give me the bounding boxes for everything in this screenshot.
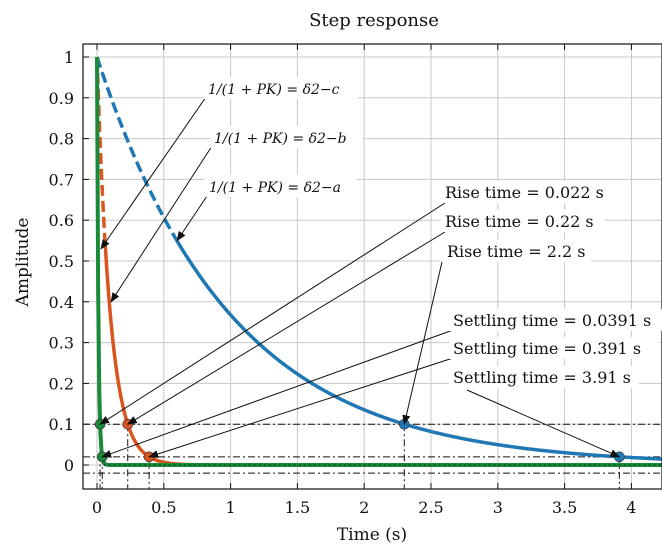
rise-time-labels: Rise time = 0.022 s Rise time = 0.22 s R… (441, 181, 613, 262)
rise-time-label-c: Rise time = 0.022 s (445, 183, 604, 202)
y-tick-label: 0.4 (49, 293, 74, 312)
sensitivity-label-a: 1/(1 + PK) = δ2−a (209, 180, 341, 196)
rise-time-label-a: Rise time = 2.2 s (447, 242, 585, 261)
annotation-arrow (126, 231, 446, 425)
annotation-arrows (99, 96, 621, 458)
x-tick-label: 3 (493, 498, 503, 517)
annotation-arrow (148, 357, 454, 458)
series-lines (95, 56, 662, 467)
x-tick-label: 2.5 (418, 498, 443, 517)
x-tick-label: 2 (359, 498, 369, 517)
series-line (175, 240, 662, 461)
annotation-arrow (176, 195, 208, 242)
y-tick-label: 0.6 (49, 211, 74, 230)
series-line-dashed (95, 56, 179, 242)
y-tick-label: 0 (64, 456, 74, 475)
annotation-arrow (99, 202, 446, 425)
x-tick-label: 1 (226, 498, 236, 517)
x-tick-label: 3.5 (552, 498, 577, 517)
y-tick-label: 0.2 (49, 374, 74, 393)
x-axis-label: Time (s) (337, 525, 407, 545)
sensitivity-label-b: 1/(1 + PK) = δ2−b (214, 131, 347, 147)
y-tick-label: 0.5 (49, 252, 74, 271)
y-tick-label: 0.1 (49, 415, 74, 434)
x-tick-label: 0.5 (151, 498, 176, 517)
x-tick-label: 4 (626, 498, 636, 517)
settling-time-label-a: Settling time = 3.91 s (453, 368, 631, 387)
sensitivity-labels: 1/(1 + PK) = δ2−c 1/(1 + PK) = δ2−b 1/(1… (204, 77, 362, 197)
y-axis-label: Amplitude (13, 218, 33, 308)
y-tick-label: 0.9 (49, 89, 74, 108)
sensitivity-label-c: 1/(1 + PK) = δ2−c (208, 82, 340, 98)
chart-title: Step response (309, 10, 439, 31)
y-tick-label: 1 (64, 48, 74, 67)
rise-time-label-b: Rise time = 0.22 s (445, 212, 594, 231)
annotation-arrow (110, 145, 213, 303)
settling-time-label-c: Settling time = 0.0391 s (453, 311, 651, 330)
y-tick-label: 0.8 (49, 130, 74, 149)
x-tick-label: 0 (92, 498, 102, 517)
settling-time-label-b: Settling time = 0.391 s (453, 339, 641, 358)
annotation-arrow (466, 389, 621, 458)
plot-frame (82, 43, 662, 490)
settling-time-labels: Settling time = 0.0391 s Settling time =… (449, 309, 662, 388)
annotation-arrow (402, 261, 443, 426)
annotation-arrow (100, 96, 207, 250)
x-tick-label: 1.5 (285, 498, 310, 517)
annotation-arrow (101, 329, 454, 458)
y-tick-label: 0.7 (49, 170, 74, 189)
axis-ticks: 0 0.5 1 1.5 2 2.5 3 3.5 4 0 0.1 0.2 0.3 0.4 0.5 0.6 0.7 0… (49, 44, 636, 517)
y-tick-label: 0.3 (49, 334, 74, 353)
